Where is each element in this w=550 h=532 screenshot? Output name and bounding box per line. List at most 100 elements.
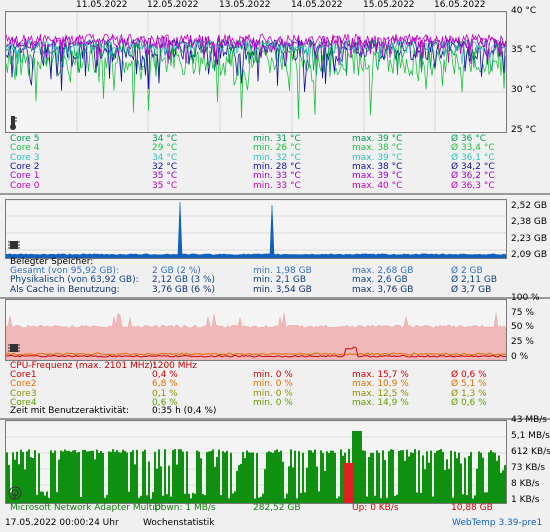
network-down-bar (172, 450, 174, 503)
network-down-bar (380, 498, 382, 503)
legend-row-max: max. 2,6 GB (352, 275, 408, 286)
network-down-bar (186, 451, 188, 503)
legend-row-avg: Ø 33,4 °C (451, 143, 495, 154)
legend-row-avg: Ø 34,2 °C (451, 161, 495, 172)
network-graph (6, 421, 506, 503)
legend-row-max: max. 14,9 % (352, 397, 409, 408)
legend-row-min: min. 1,98 GB (253, 266, 312, 276)
temperature-panel: 11.05.2022 12.05.2022 13.05.2022 14.05.2… (0, 0, 550, 193)
network-down-bar (62, 451, 64, 503)
network-down-bar (86, 451, 88, 503)
network-down-bar (286, 493, 288, 503)
network-down-bar (234, 491, 236, 503)
network-down-bar (392, 449, 394, 503)
network-down-bar (70, 451, 72, 503)
memory-usage-area (6, 201, 506, 258)
network-down-bar (258, 497, 260, 503)
network-down-bar (436, 450, 438, 503)
network-down-bar (166, 494, 168, 503)
network-down-bar (408, 456, 410, 503)
network-down-bar (326, 451, 328, 503)
network-down-bar (458, 452, 460, 503)
network-down-bar (90, 450, 92, 503)
legend-row-avg: Ø 36,2 °C (451, 171, 495, 182)
legend-row-name: Core3 (10, 388, 37, 399)
network-down-bar (96, 449, 98, 503)
network-down-bar (194, 493, 196, 503)
weekly-stats-link[interactable]: Wochenstatistik (143, 518, 215, 528)
network-down-bar (472, 498, 474, 503)
legend-row-max: max. 3,76 GB (352, 284, 414, 295)
thermometer-icon (8, 116, 18, 130)
network-down-bar (58, 459, 60, 503)
network-down-bar (28, 449, 30, 503)
network-down-bar (462, 494, 464, 503)
network-icon (8, 486, 22, 500)
network-down-bar (184, 493, 186, 503)
network-down-bar (264, 469, 266, 503)
network-adapter-name: Microsoft Network Adapter Multipl (10, 503, 164, 513)
network-down-bar (136, 449, 138, 503)
network-down-bar (434, 452, 436, 503)
legend-row-name: Als Cache in Benutzung: (10, 284, 120, 295)
legend-row-cur: 3,76 GB (6 %) (152, 284, 216, 295)
brand-label[interactable]: WebTemp 3.39-pre1 (452, 518, 543, 528)
legend-row-max: max. 38 °C (352, 143, 403, 154)
network-down-bar (24, 469, 26, 503)
network-down-bar (292, 467, 294, 503)
network-down-bar (454, 451, 456, 503)
network-down-bar (276, 449, 278, 503)
legend-row-cur: 6,8 % (152, 379, 178, 390)
network-down-bar (302, 452, 304, 503)
network-down-bar (226, 450, 228, 503)
network-down-bar (174, 449, 176, 503)
network-down-bar (504, 465, 506, 503)
network-down-bar (468, 455, 470, 503)
network-down-bar (134, 464, 136, 503)
activity-value: 0:35 h (0,4 %) (152, 406, 217, 416)
network-down-bar (426, 451, 428, 503)
legend-row-max: max. 39 °C (352, 152, 403, 163)
network-down-bar (164, 449, 166, 503)
legend-row-avg: Ø 2,11 GB (451, 275, 497, 286)
network-down-bar (162, 495, 164, 503)
y-axis-label: 2,52 GB (511, 201, 548, 211)
y-axis-label: 0 % (511, 352, 529, 362)
y-axis-label: 75 % (511, 308, 534, 318)
cpu-frequency-area (6, 312, 506, 360)
network-down-bar (190, 498, 192, 503)
y-axis-label: 2,38 GB (511, 217, 548, 227)
network-down-bar (274, 450, 276, 503)
network-down-bar (334, 452, 336, 503)
network-down-bar (68, 450, 70, 503)
network-down-bar (496, 460, 498, 503)
network-down-bar (452, 497, 454, 503)
network-down-bar (92, 450, 94, 503)
y-axis-label: 25 % (511, 337, 534, 347)
network-down-bar (182, 451, 184, 503)
network-down-bar (196, 450, 198, 503)
network-down-bar (418, 450, 420, 503)
network-down-bar (128, 491, 130, 503)
legend-row-avg: Ø 1,3 % (451, 388, 487, 399)
network-down-bar (480, 452, 482, 503)
temperature-graph (6, 12, 506, 132)
network-down-bar (374, 495, 376, 503)
legend-row-max: max. 39 °C (352, 171, 403, 182)
memory-graph (6, 200, 506, 258)
network-down-bar (360, 431, 362, 503)
network-down-bar (52, 452, 54, 503)
network-down-bar (242, 451, 244, 503)
network-down-bar (448, 469, 450, 503)
network-up-rate: Up: 0 KB/s (352, 503, 399, 513)
legend-row-cur: 34 °C (152, 152, 178, 163)
y-axis-label: 43 MB/s (511, 415, 547, 425)
network-down-bar (74, 450, 76, 503)
legend-row-min: min. 28 °C (253, 161, 301, 172)
network-down-bar (246, 450, 248, 503)
network-down-total: 282,52 GB (253, 503, 301, 513)
network-down-bar (394, 496, 396, 503)
network-down-bar (340, 449, 342, 503)
legend-row-name: Core1 (10, 370, 37, 380)
y-axis-label: 8 KB/s (511, 479, 540, 489)
